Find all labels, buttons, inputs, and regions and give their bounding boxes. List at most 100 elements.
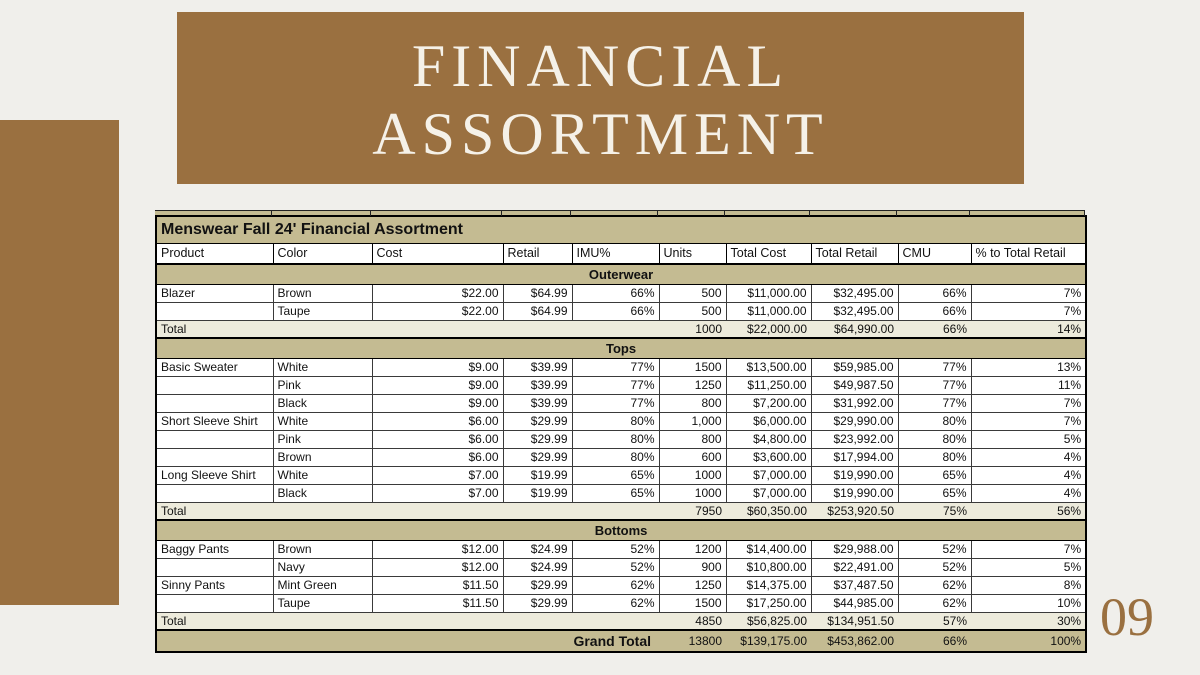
section-total-row: Total 1000 $22,000.00 $64,990.00 66% 14% (156, 320, 1087, 338)
grand-total-row: Grand Total 13800 $139,175.00 $453,862.00 66… (156, 629, 1087, 652)
data-cell-number: 80% (897, 430, 972, 449)
data-cell-number: $11.50 (371, 594, 504, 613)
section-header-row: Tops (156, 337, 1087, 359)
data-cell-number: 65% (897, 484, 972, 503)
data-cell-number: 65% (571, 484, 660, 503)
data-cell-text: Pink (272, 430, 373, 449)
data-cell-number: 77% (897, 394, 972, 413)
data-cell-number: 66% (897, 284, 972, 303)
data-cell-number: $29.99 (502, 448, 573, 467)
data-cell-number: $4,800.00 (725, 430, 812, 449)
data-cell-number: 77% (897, 358, 972, 377)
column-header: Color (272, 243, 373, 265)
data-cell-number: 62% (571, 594, 660, 613)
total-cell: 1000 (659, 320, 726, 338)
data-cell-number: $13,500.00 (725, 358, 812, 377)
data-cell-number: 77% (897, 376, 972, 395)
data-cell-number: $29.99 (502, 430, 573, 449)
column-header: CMU (897, 243, 972, 265)
section-header-row: Bottoms (156, 519, 1087, 541)
total-cell: 4850 (659, 612, 726, 630)
data-cell-number: 5% (970, 430, 1087, 449)
data-cell-text: Brown (272, 284, 373, 303)
data-cell-text (155, 394, 274, 413)
total-cell: 30% (971, 612, 1087, 630)
column-header: Units (658, 243, 727, 265)
data-cell-text: Navy (272, 558, 373, 577)
data-cell-number: 1500 (658, 358, 727, 377)
data-cell-number: $11,000.00 (725, 284, 812, 303)
data-cell-number: $19,990.00 (810, 466, 899, 485)
total-label: Total (156, 320, 659, 338)
data-cell-number: 13% (970, 358, 1087, 377)
table-row: Sinny Pants Mint Green $11.50 $29.99 62% 1250… (155, 576, 1087, 595)
data-cell-number: 7% (970, 394, 1087, 413)
data-cell-number: $10,800.00 (725, 558, 812, 577)
data-cell-number: 8% (970, 576, 1087, 595)
grand-total-cell: $453,862.00 (811, 629, 898, 652)
data-cell-number: 900 (658, 558, 727, 577)
page-number: 09 (1100, 587, 1154, 647)
table-row: Baggy Pants Brown $12.00 $24.99 52% 1200 $14,4… (155, 540, 1087, 559)
data-cell-number: 4% (970, 466, 1087, 485)
data-cell-text: Black (272, 394, 373, 413)
total-cell: 75% (898, 502, 971, 520)
data-cell-number: $19,990.00 (810, 484, 899, 503)
data-cell-number: 1250 (658, 576, 727, 595)
data-cell-number: 52% (571, 558, 660, 577)
total-cell: $60,350.00 (726, 502, 811, 520)
data-cell-number: 52% (897, 540, 972, 559)
data-cell-text: White (272, 466, 373, 485)
data-cell-number: $6,000.00 (725, 412, 812, 431)
data-cell-number: 66% (571, 284, 660, 303)
data-cell-number: 62% (897, 594, 972, 613)
data-cell-number: $29.99 (502, 412, 573, 431)
table-row: Short Sleeve Shirt White $6.00 $29.99 80% 1,0… (155, 412, 1087, 431)
data-cell-number: $9.00 (371, 358, 504, 377)
data-cell-number: 62% (897, 576, 972, 595)
data-cell-number: 1000 (658, 466, 727, 485)
data-cell-number: 1500 (658, 594, 727, 613)
data-cell-text: Basic Sweater (155, 358, 274, 377)
data-cell-number: 800 (658, 394, 727, 413)
cutoff-row-strip (155, 210, 1085, 216)
table-row: Basic Sweater White $9.00 $39.99 77% 1500 $13,… (155, 358, 1087, 377)
data-cell-number: 66% (897, 302, 972, 321)
data-cell-number: $24.99 (502, 540, 573, 559)
data-cell-number: $14,400.00 (725, 540, 812, 559)
data-cell-number: 5% (970, 558, 1087, 577)
table-row: Black $9.00 $39.99 77% 800 $7,200.00 $31,992.0… (155, 394, 1087, 413)
data-cell-number: 1200 (658, 540, 727, 559)
table-row: Black $7.00 $19.99 65% 1000 $7,000.00 $19,990.… (155, 484, 1087, 503)
data-cell-text: Pink (272, 376, 373, 395)
data-cell-number: 7% (970, 284, 1087, 303)
total-cell: 57% (898, 612, 971, 630)
data-cell-number: $14,375.00 (725, 576, 812, 595)
grand-total-cell: $139,175.00 (726, 629, 811, 652)
data-cell-number: $12.00 (371, 540, 504, 559)
data-cell-number: $39.99 (502, 376, 573, 395)
data-cell-number: 4% (970, 448, 1087, 467)
data-cell-text: White (272, 358, 373, 377)
data-cell-number: 80% (897, 412, 972, 431)
data-cell-number: $31,992.00 (810, 394, 899, 413)
title-banner: FINANCIAL ASSORTMENT (177, 12, 1024, 184)
table-title: Menswear Fall 24' Financial Assortment (156, 216, 1087, 244)
total-cell: $134,951.50 (811, 612, 898, 630)
data-cell-number: 80% (571, 412, 660, 431)
data-cell-number: $59,985.00 (810, 358, 899, 377)
data-cell-number: $3,600.00 (725, 448, 812, 467)
data-cell-number: 77% (571, 394, 660, 413)
total-cell: 14% (971, 320, 1087, 338)
data-cell-number: $11,000.00 (725, 302, 812, 321)
data-cell-number: $32,495.00 (810, 302, 899, 321)
data-cell-number: $29,988.00 (810, 540, 899, 559)
data-cell-text: Short Sleeve Shirt (155, 412, 274, 431)
column-header: % to Total Retail (970, 243, 1087, 265)
column-header-row: Product Color Cost Retail IMU% Units Total Cos… (155, 243, 1087, 265)
data-cell-number: $44,985.00 (810, 594, 899, 613)
data-cell-number: 52% (571, 540, 660, 559)
section-header: Tops (156, 337, 1087, 359)
data-cell-number: 11% (970, 376, 1087, 395)
